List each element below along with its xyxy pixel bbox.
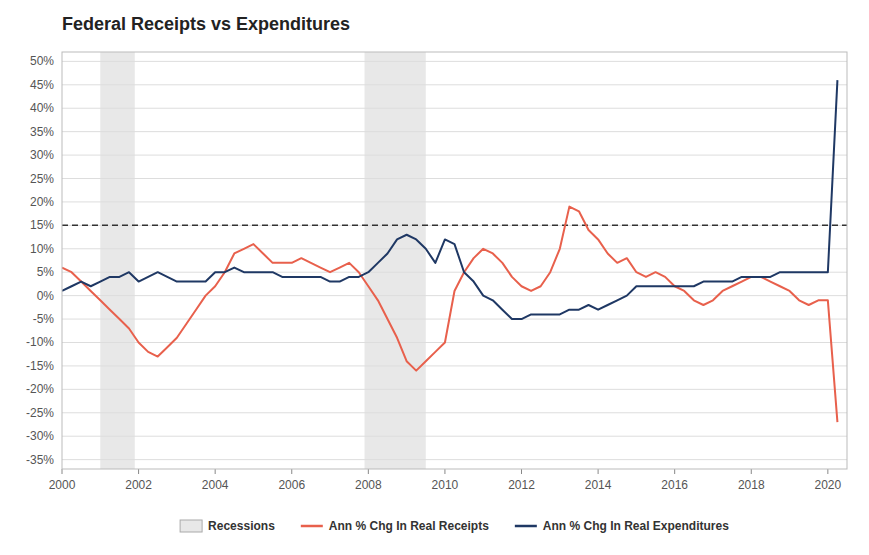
grid-line xyxy=(62,412,847,413)
x-tick xyxy=(827,469,828,474)
x-tick xyxy=(444,469,445,474)
grid-line xyxy=(62,389,847,390)
legend-label: Ann % Chg In Real Expenditures xyxy=(543,519,729,533)
reference-line xyxy=(62,225,847,227)
chart: Federal Receipts vs Expenditures -35% -30%… xyxy=(0,0,869,555)
series-line xyxy=(62,80,837,319)
x-tick xyxy=(521,469,522,474)
y-tick-label: -25% xyxy=(26,406,54,420)
legend-swatch xyxy=(301,525,323,528)
x-tick-label: 2016 xyxy=(661,478,688,492)
legend-swatch xyxy=(515,525,537,528)
x-tick-label: 2006 xyxy=(278,478,305,492)
title: Federal Receipts vs Expenditures xyxy=(62,14,350,34)
y-tick-label: 50% xyxy=(30,54,54,68)
y-tick-label: -20% xyxy=(26,382,54,396)
x-tick xyxy=(598,469,599,474)
y-tick-label: 20% xyxy=(30,195,54,209)
grid-line xyxy=(62,201,847,202)
y-tick-label: 40% xyxy=(30,101,54,115)
legend-item: Ann % Chg In Real Expenditures xyxy=(515,519,729,533)
y-tick-label: 5% xyxy=(37,265,55,279)
legend-label: Recessions xyxy=(208,519,275,533)
grid-line xyxy=(62,319,847,320)
x-tick-label: 2008 xyxy=(355,478,382,492)
y-tick-label: -5% xyxy=(33,312,55,326)
grid-line xyxy=(62,131,847,132)
legend: Recessions Ann % Chg In Real Receipts Ann … xyxy=(180,519,729,533)
legend-swatch xyxy=(180,520,202,532)
recession-band xyxy=(365,52,426,469)
y-tick-label: 30% xyxy=(30,148,54,162)
y-tick-label: 10% xyxy=(30,242,54,256)
x-tick xyxy=(674,469,675,474)
grid-line xyxy=(62,248,847,249)
x-tick-label: 2004 xyxy=(202,478,229,492)
x-tick-label: 2020 xyxy=(815,478,842,492)
y-tick-label: 35% xyxy=(30,125,54,139)
x-tick xyxy=(751,469,752,474)
legend-item: Ann % Chg In Real Receipts xyxy=(301,519,489,533)
grid-line xyxy=(62,108,847,109)
grid-line xyxy=(62,225,847,226)
x-tick xyxy=(291,469,292,474)
grid-line xyxy=(62,178,847,179)
grid-line xyxy=(62,436,847,437)
y-tick-label: -30% xyxy=(26,429,54,443)
y-tick-label: 45% xyxy=(30,78,54,92)
x-tick xyxy=(138,469,139,474)
y-tick-label: 25% xyxy=(30,172,54,186)
grid-line xyxy=(62,61,847,62)
y-tick-label: -10% xyxy=(26,335,54,349)
y-tick-label: -35% xyxy=(26,453,54,467)
x-tick-label: 2014 xyxy=(585,478,612,492)
x-tick xyxy=(215,469,216,474)
grid-line xyxy=(62,365,847,366)
grid-line xyxy=(62,272,847,273)
grid-line xyxy=(62,459,847,460)
x-tick xyxy=(62,469,63,474)
grid-line xyxy=(62,155,847,156)
y-tick-label: -15% xyxy=(26,359,54,373)
x-tick-label: 2012 xyxy=(508,478,535,492)
y-tick-label: 15% xyxy=(30,218,54,232)
plot-frame xyxy=(62,52,847,469)
plot-area xyxy=(62,52,847,469)
series-line xyxy=(62,207,837,423)
legend-label: Ann % Chg In Real Receipts xyxy=(329,519,489,533)
x-tick-label: 2010 xyxy=(432,478,459,492)
legend-item: Recessions xyxy=(180,519,275,533)
recession-band xyxy=(100,52,134,469)
x-tick-label: 2018 xyxy=(738,478,765,492)
x-tick xyxy=(368,469,369,474)
grid-line xyxy=(62,84,847,85)
y-tick-label: 0% xyxy=(37,289,55,303)
axes: -35% -30% -25% -20% -15% -10% -5% 0% 5% 10% 15% 20%… xyxy=(26,54,842,492)
x-tick-label: 2002 xyxy=(125,478,152,492)
grid-line xyxy=(62,342,847,343)
x-tick-label: 2000 xyxy=(49,478,76,492)
